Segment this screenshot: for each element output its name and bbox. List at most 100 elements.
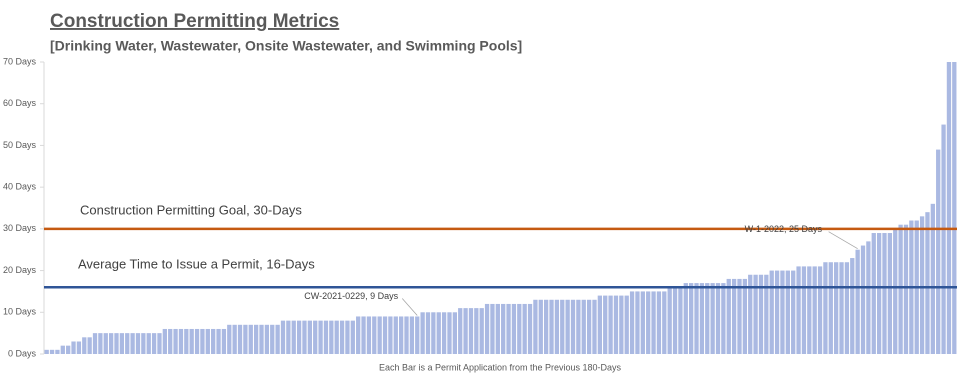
bar (463, 308, 468, 354)
bar (302, 320, 307, 354)
bar (742, 278, 748, 354)
bar (361, 316, 366, 354)
bar (801, 266, 807, 354)
bar (125, 333, 130, 354)
bar (554, 299, 560, 354)
bar (382, 316, 388, 354)
bar (398, 316, 404, 354)
bar (431, 312, 436, 354)
bar (576, 299, 581, 354)
y-tick-label: 60 Days (3, 98, 37, 108)
bar (162, 328, 167, 354)
bar (441, 312, 447, 354)
y-tick-label: 50 Days (3, 140, 37, 150)
bar (151, 333, 157, 354)
bar (678, 287, 683, 354)
bar (586, 299, 592, 354)
bar (726, 278, 731, 354)
bar (893, 228, 898, 354)
bar (769, 270, 774, 354)
bar (592, 299, 597, 354)
y-tick-label: 20 Days (3, 265, 37, 275)
bar (710, 283, 715, 354)
bar (71, 341, 76, 354)
bar (613, 295, 619, 354)
y-tick-label: 0 Days (8, 348, 37, 358)
bar (903, 224, 909, 354)
bar (286, 320, 291, 354)
bar (108, 333, 114, 354)
bar (683, 283, 688, 354)
bar (345, 320, 350, 354)
bar (259, 324, 264, 354)
bar (952, 62, 957, 354)
bar (447, 312, 452, 354)
bar (522, 303, 527, 354)
bar (662, 291, 667, 354)
bar (211, 328, 216, 354)
bar (409, 316, 415, 354)
bar (227, 324, 232, 354)
bar (420, 312, 425, 354)
bar (425, 312, 431, 354)
bar (329, 320, 334, 354)
bar (103, 333, 108, 354)
bar (404, 316, 409, 354)
bar (785, 270, 790, 354)
bar (173, 328, 178, 354)
x-axis-label: Each Bar is a Permit Application from th… (379, 362, 622, 372)
bar (205, 328, 210, 354)
bar (270, 324, 275, 354)
bar (570, 299, 576, 354)
bar (764, 274, 769, 354)
bar (479, 308, 484, 354)
chart-subtitle: [Drinking Water, Wastewater, Onsite Wast… (50, 38, 522, 54)
bar (296, 320, 302, 354)
bar (780, 270, 785, 354)
bar (812, 266, 817, 354)
bar (860, 245, 866, 354)
reference-label: Construction Permitting Goal, 30-Days (80, 202, 302, 217)
bar (898, 224, 903, 354)
y-tick-label: 70 Days (3, 56, 37, 66)
bar (855, 249, 860, 354)
bar (597, 295, 603, 354)
bar (501, 303, 506, 354)
bar (76, 341, 82, 354)
bar (82, 337, 87, 354)
bar (646, 291, 651, 354)
reference-label: Average Time to Issue a Permit, 16-Days (78, 257, 315, 272)
bar (280, 320, 286, 354)
bar (60, 345, 65, 354)
bar (603, 295, 608, 354)
bar (619, 295, 624, 354)
bar (796, 266, 801, 354)
y-tick-label: 10 Days (3, 307, 37, 317)
bar (936, 149, 941, 354)
bar (753, 274, 758, 354)
bar (758, 274, 764, 354)
bar (237, 324, 243, 354)
bar (839, 262, 844, 354)
bar (356, 316, 361, 354)
bar (699, 283, 705, 354)
bar (506, 303, 511, 354)
bar (372, 316, 377, 354)
bar (495, 303, 500, 354)
bar (667, 287, 672, 354)
bar (941, 124, 946, 354)
bar (672, 287, 678, 354)
bar (484, 303, 490, 354)
bar (640, 291, 645, 354)
bar (689, 283, 694, 354)
bar (275, 324, 280, 354)
bar (828, 262, 833, 354)
bar (624, 295, 629, 354)
bar (168, 328, 173, 354)
bar (817, 266, 823, 354)
bar (44, 349, 49, 354)
bar (919, 216, 925, 354)
bar (876, 233, 882, 354)
